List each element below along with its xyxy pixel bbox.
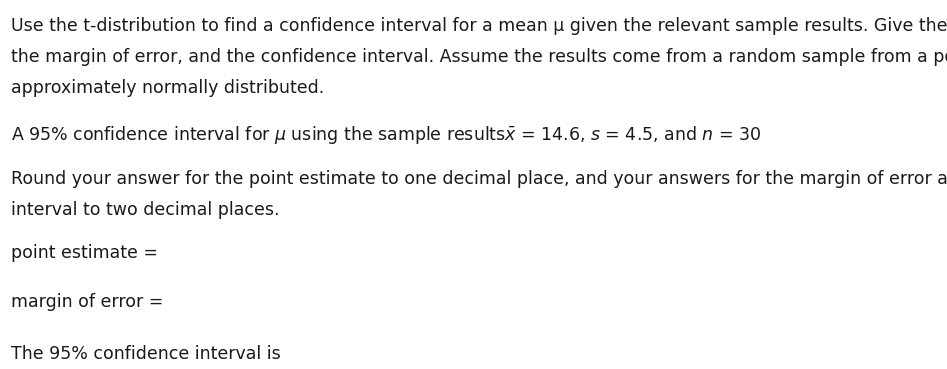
Text: Round your answer for the point estimate to one decimal place, and your answers : Round your answer for the point estimate… [11, 170, 947, 188]
Text: point estimate =: point estimate = [11, 244, 158, 262]
Text: the margin of error, and the confidence interval. Assume the results come from a: the margin of error, and the confidence … [11, 48, 947, 66]
Text: interval to two decimal places.: interval to two decimal places. [11, 201, 280, 219]
Text: Use the t-distribution to find a confidence interval for a mean μ given the rele: Use the t-distribution to find a confide… [11, 17, 947, 35]
Text: A 95% confidence interval for $\mu$ using the sample results$\bar{x}$ = 14.6, $s: A 95% confidence interval for $\mu$ usin… [11, 124, 761, 146]
Text: approximately normally distributed.: approximately normally distributed. [11, 79, 325, 97]
Text: The 95% confidence interval is: The 95% confidence interval is [11, 345, 281, 363]
Text: margin of error =: margin of error = [11, 293, 164, 311]
